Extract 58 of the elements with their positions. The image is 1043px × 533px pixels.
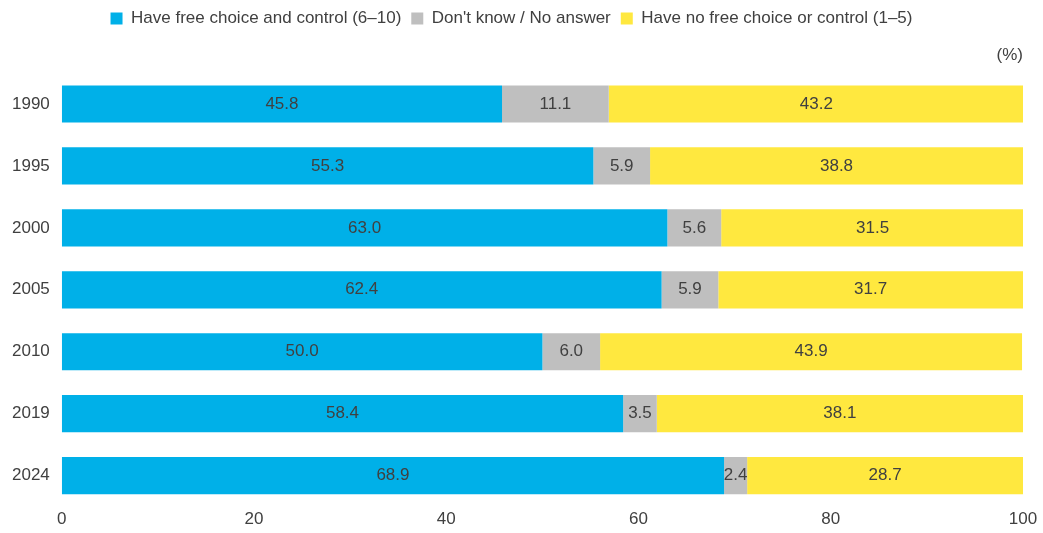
bar xyxy=(667,209,722,247)
bar xyxy=(721,209,1023,247)
bar xyxy=(608,85,1023,123)
legend-label: Have free choice and control (6–10) xyxy=(131,8,402,28)
text: (%) xyxy=(996,44,1023,64)
y-tick-label: 2000 xyxy=(11,217,50,237)
bar xyxy=(718,271,1023,309)
legend-label: Have no free choice or control (1–5) xyxy=(641,8,913,28)
data-label: 2.4 xyxy=(723,465,748,485)
bar xyxy=(61,457,725,495)
y-tick-label: 1995 xyxy=(11,155,50,175)
x-tick-label: 100 xyxy=(1008,509,1038,529)
x-tick-label: 40 xyxy=(436,509,456,529)
data-label: 6.0 xyxy=(559,341,584,361)
data-label: 45.8 xyxy=(265,93,299,113)
bar xyxy=(61,395,624,433)
data-label: 43.9 xyxy=(794,341,828,361)
data-label: 68.9 xyxy=(376,465,410,485)
bar xyxy=(61,333,543,371)
x-tick-label: 20 xyxy=(244,509,264,529)
data-label: 58.4 xyxy=(325,403,360,423)
data-label: 38.8 xyxy=(819,155,854,175)
y-tick-label: 1990 xyxy=(11,93,50,113)
data-label: 55.3 xyxy=(311,155,345,175)
x-tick-label: 60 xyxy=(629,509,648,529)
y-tick-label: 2005 xyxy=(11,279,50,299)
data-label: 5.9 xyxy=(609,155,634,175)
data-label: 38.1 xyxy=(823,403,857,423)
bar xyxy=(61,147,594,185)
data-label: 63.0 xyxy=(348,217,382,237)
data-label: 31.7 xyxy=(854,279,888,299)
x-tick-label: 0 xyxy=(57,509,67,529)
data-label: 5.9 xyxy=(678,279,702,299)
bar xyxy=(656,395,1023,433)
data-label: 28.7 xyxy=(868,465,902,485)
bar xyxy=(650,147,1023,185)
data-label: 62.4 xyxy=(345,279,379,299)
y-tick-label: 2019 xyxy=(11,403,50,423)
y-tick-label: 2010 xyxy=(11,341,50,361)
data-label: 31.5 xyxy=(856,217,890,237)
data-label: 43.2 xyxy=(799,93,833,113)
data-label: 11.1 xyxy=(539,93,572,113)
bar xyxy=(61,271,662,309)
data-label: 3.5 xyxy=(628,403,652,423)
y-tick-label: 2024 xyxy=(11,465,50,485)
bar xyxy=(600,333,1023,371)
legend-label: Don't know / No answer xyxy=(431,8,612,28)
bar xyxy=(623,395,657,433)
data-label: 5.6 xyxy=(682,217,707,237)
bar xyxy=(61,85,503,123)
bar xyxy=(502,85,609,123)
x-tick-label: 80 xyxy=(821,509,841,529)
bar xyxy=(61,209,668,247)
bar xyxy=(542,333,601,371)
bar xyxy=(747,457,1023,495)
bar xyxy=(661,271,719,309)
bar xyxy=(593,147,651,185)
data-label: 50.0 xyxy=(285,341,319,361)
